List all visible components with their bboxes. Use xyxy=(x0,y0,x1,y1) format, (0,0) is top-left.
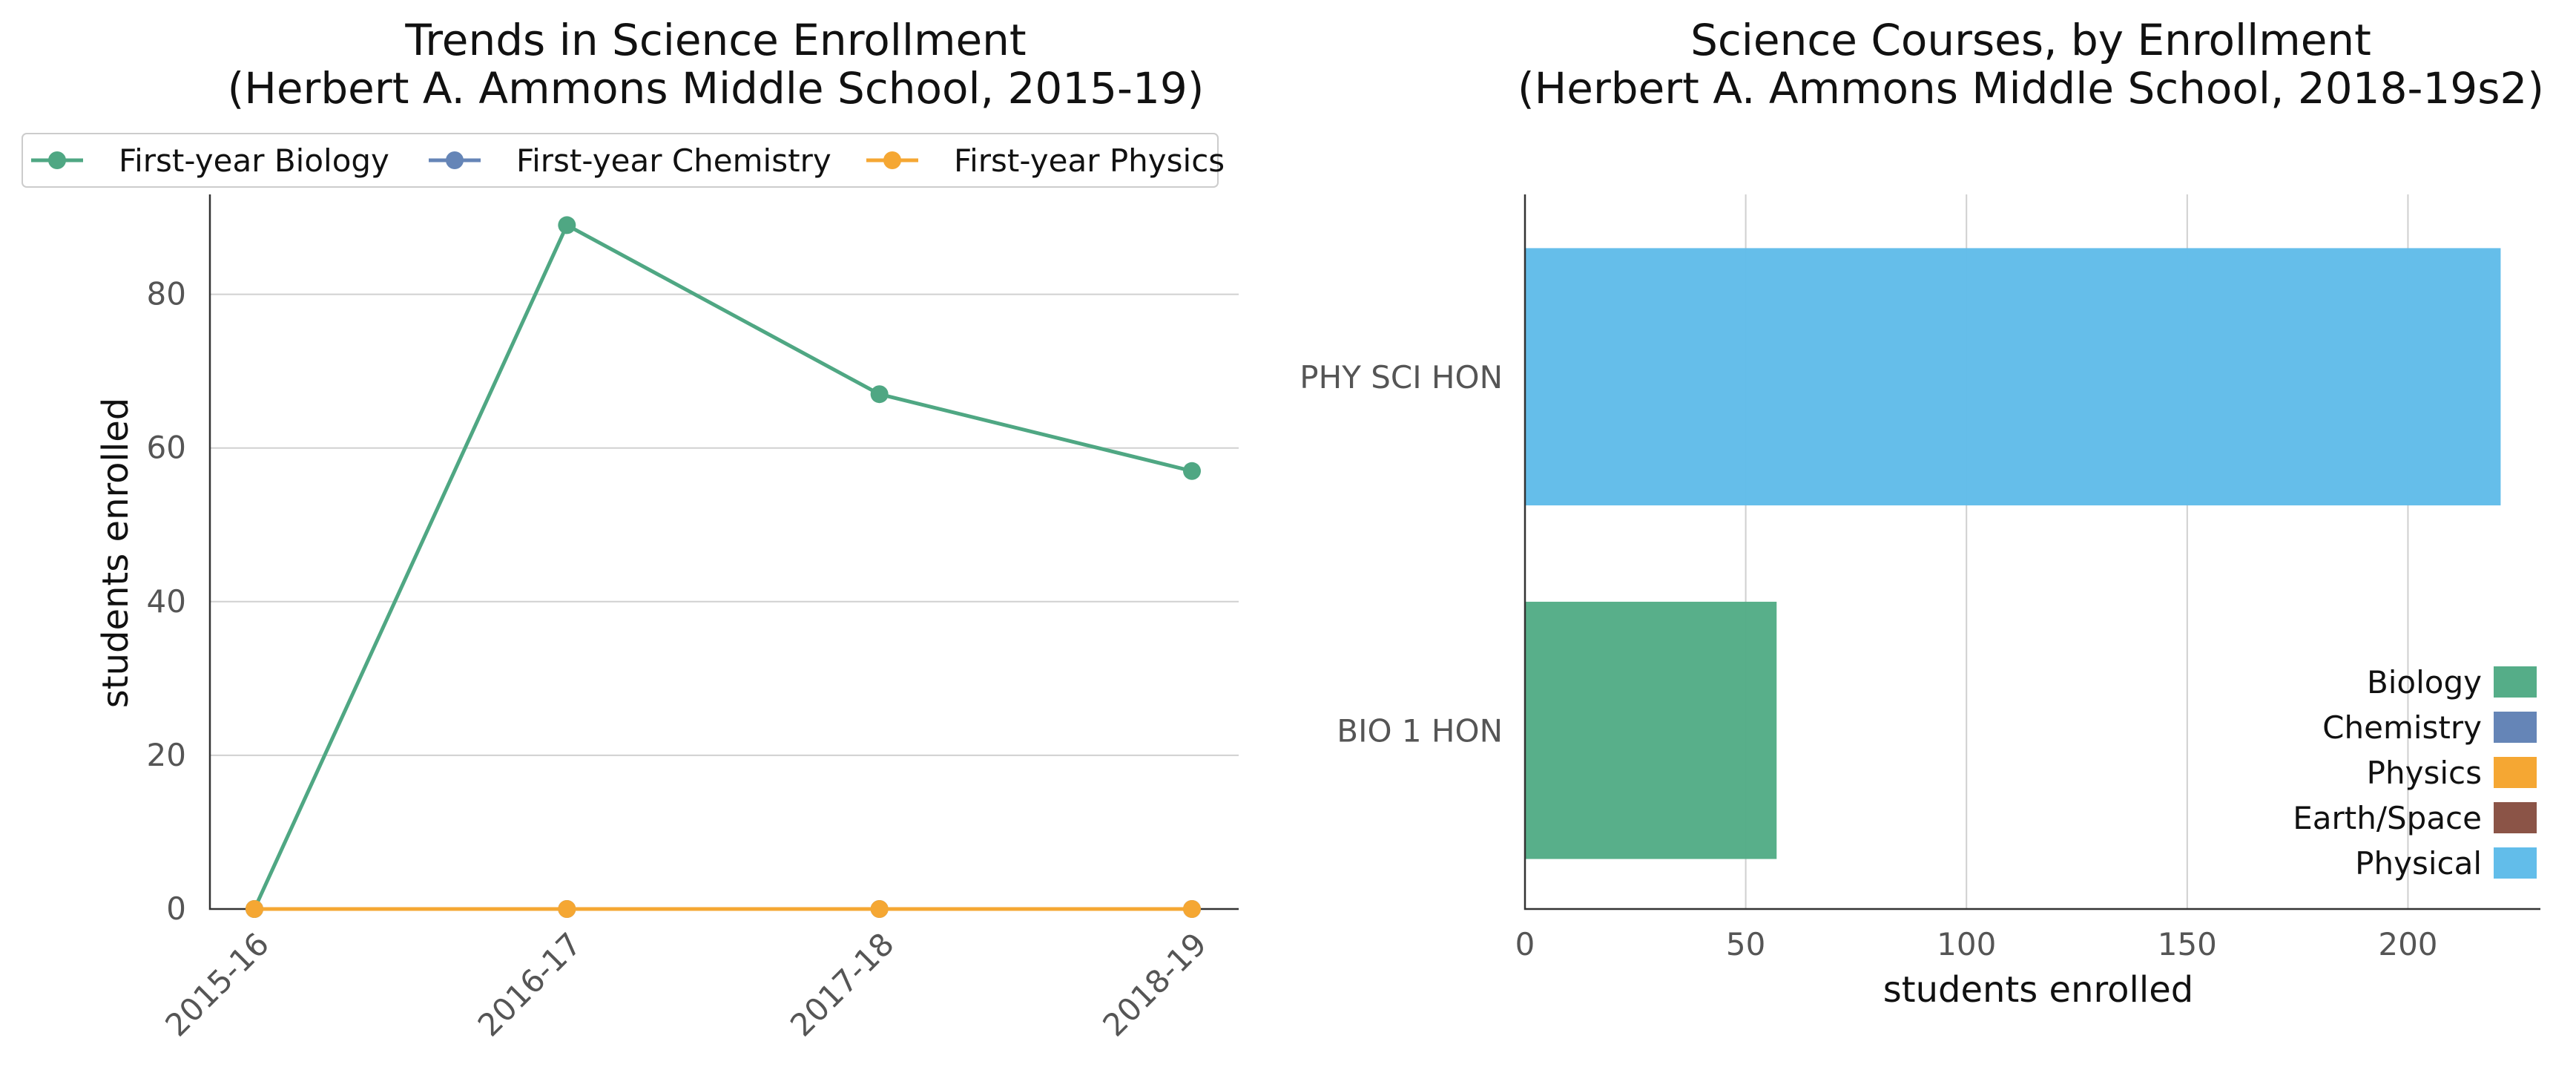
legend-swatch-icon xyxy=(2494,847,2537,879)
line-chart-y-axis-label: students enrolled xyxy=(95,398,136,708)
x-tick-label: 0 xyxy=(1515,926,1535,962)
legend-label: Biology xyxy=(2367,664,2482,700)
legend-swatch-icon xyxy=(2494,802,2537,833)
line-chart-gridlines xyxy=(210,293,1239,756)
data-point xyxy=(870,900,889,918)
legend-label: First-year Physics xyxy=(954,142,1225,179)
category-label: BIO 1 HON xyxy=(1337,712,1503,749)
x-tick-label: 200 xyxy=(2378,926,2437,962)
line-chart-series xyxy=(246,216,1201,918)
bar-chart-axes xyxy=(1523,194,2540,910)
legend-marker-icon xyxy=(446,151,464,169)
bar-chart-legend: Biology Chemistry Physics Earth/Space Physic… xyxy=(2293,664,2537,882)
y-tick-label: 20 xyxy=(147,737,186,773)
legend-label: Earth/Space xyxy=(2293,800,2482,836)
legend-label: Physical xyxy=(2355,845,2482,882)
legend-swatch-icon xyxy=(2494,666,2537,698)
legend-swatch-icon xyxy=(2494,712,2537,743)
legend-label: First-year Biology xyxy=(119,142,389,179)
line-chart: Trends in Science Enrollment (Herbert A.… xyxy=(22,15,1239,1043)
data-point xyxy=(558,900,576,918)
x-tick-label: 2018-19 xyxy=(1096,925,1213,1043)
line-chart-legend-box xyxy=(22,133,1219,188)
line-chart-x-ticks: 2015-16 2016-17 2017-18 2018-19 xyxy=(158,925,1213,1043)
bar-chart-x-ticks: 0 50 100 150 200 xyxy=(1515,926,2438,962)
legend-label: Physics xyxy=(2367,755,2482,791)
data-point xyxy=(1183,900,1201,918)
y-tick-label: 60 xyxy=(147,430,186,466)
x-tick-label: 150 xyxy=(2158,926,2217,962)
bar-chart: Science Courses, by Enrollment (Herbert … xyxy=(1299,15,2544,1011)
legend-marker-icon xyxy=(48,151,66,169)
data-point xyxy=(558,216,576,234)
data-point xyxy=(246,900,263,918)
bar-chart-category-labels: PHY SCI HON BIO 1 HON xyxy=(1299,359,1503,749)
series-line xyxy=(252,223,1193,910)
line-chart-y-ticks: 0 20 40 60 80 xyxy=(147,276,186,927)
bar-chart-bars xyxy=(1525,248,2501,859)
bar-chart-title-line2: (Herbert A. Ammons Middle School, 2018-1… xyxy=(1518,63,2544,114)
x-tick-label: 2016-17 xyxy=(471,925,589,1043)
line-chart-axes xyxy=(208,194,1239,910)
line-chart-title-line1: Trends in Science Enrollment xyxy=(404,15,1026,65)
x-tick-label: 100 xyxy=(1937,926,1996,962)
legend-swatch-icon xyxy=(2494,757,2537,788)
category-label: PHY SCI HON xyxy=(1299,359,1503,396)
data-point xyxy=(1183,462,1201,480)
legend-label: Chemistry xyxy=(2322,709,2482,746)
y-tick-label: 40 xyxy=(147,583,186,620)
y-tick-label: 0 xyxy=(166,890,186,927)
x-tick-label: 50 xyxy=(1726,926,1765,962)
y-tick-label: 80 xyxy=(147,276,186,312)
line-chart-title-line2: (Herbert A. Ammons Middle School, 2015-1… xyxy=(228,63,1205,114)
bar-chart-x-axis-label: students enrolled xyxy=(1883,969,2193,1011)
bar xyxy=(1525,601,1777,859)
x-tick-label: 2017-18 xyxy=(783,925,901,1043)
bar xyxy=(1525,248,2501,506)
x-tick-label: 2015-16 xyxy=(158,925,276,1043)
bar-chart-title-line1: Science Courses, by Enrollment xyxy=(1690,15,2371,65)
legend-label: First-year Chemistry xyxy=(516,142,831,179)
data-point xyxy=(870,385,889,404)
legend-marker-icon xyxy=(883,151,901,169)
line-chart-legend: First-year Biology First-year Chemistry Fi… xyxy=(31,142,1225,179)
